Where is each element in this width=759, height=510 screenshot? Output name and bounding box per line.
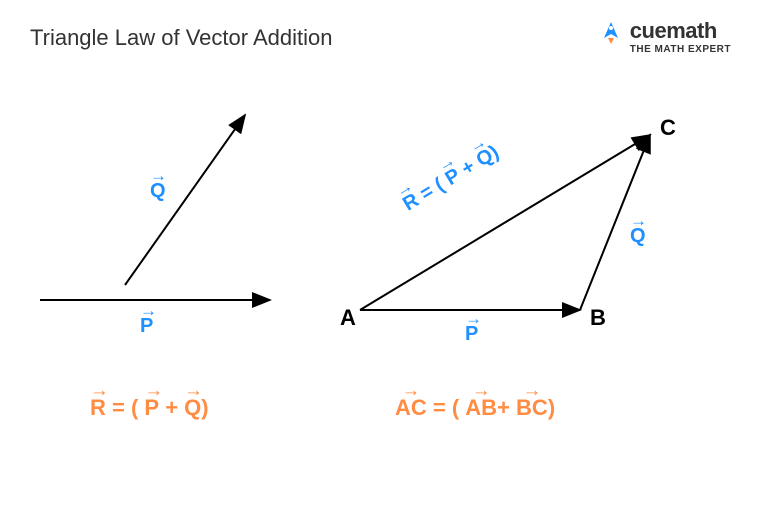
logo: cuemath THE MATH EXPERT [598, 18, 731, 55]
rocket-icon [598, 18, 624, 44]
point-b: B [590, 305, 606, 331]
left-vector-q [125, 115, 245, 285]
left-label-p: P [140, 315, 153, 338]
right-equation: AC = ( AB+ BC) [395, 395, 555, 421]
point-a: A [340, 305, 356, 331]
page-title: Triangle Law of Vector Addition [30, 25, 332, 51]
right-vector-r [360, 135, 650, 310]
point-c: C [660, 115, 676, 141]
logo-text: cuemath [630, 18, 717, 44]
left-equation: R = ( P + Q) [90, 395, 209, 421]
vector-diagram [0, 80, 759, 430]
left-label-q: Q [150, 180, 166, 203]
right-label-p: P [465, 323, 478, 346]
logo-tagline: THE MATH EXPERT [630, 44, 731, 55]
right-label-q: Q [630, 225, 646, 248]
